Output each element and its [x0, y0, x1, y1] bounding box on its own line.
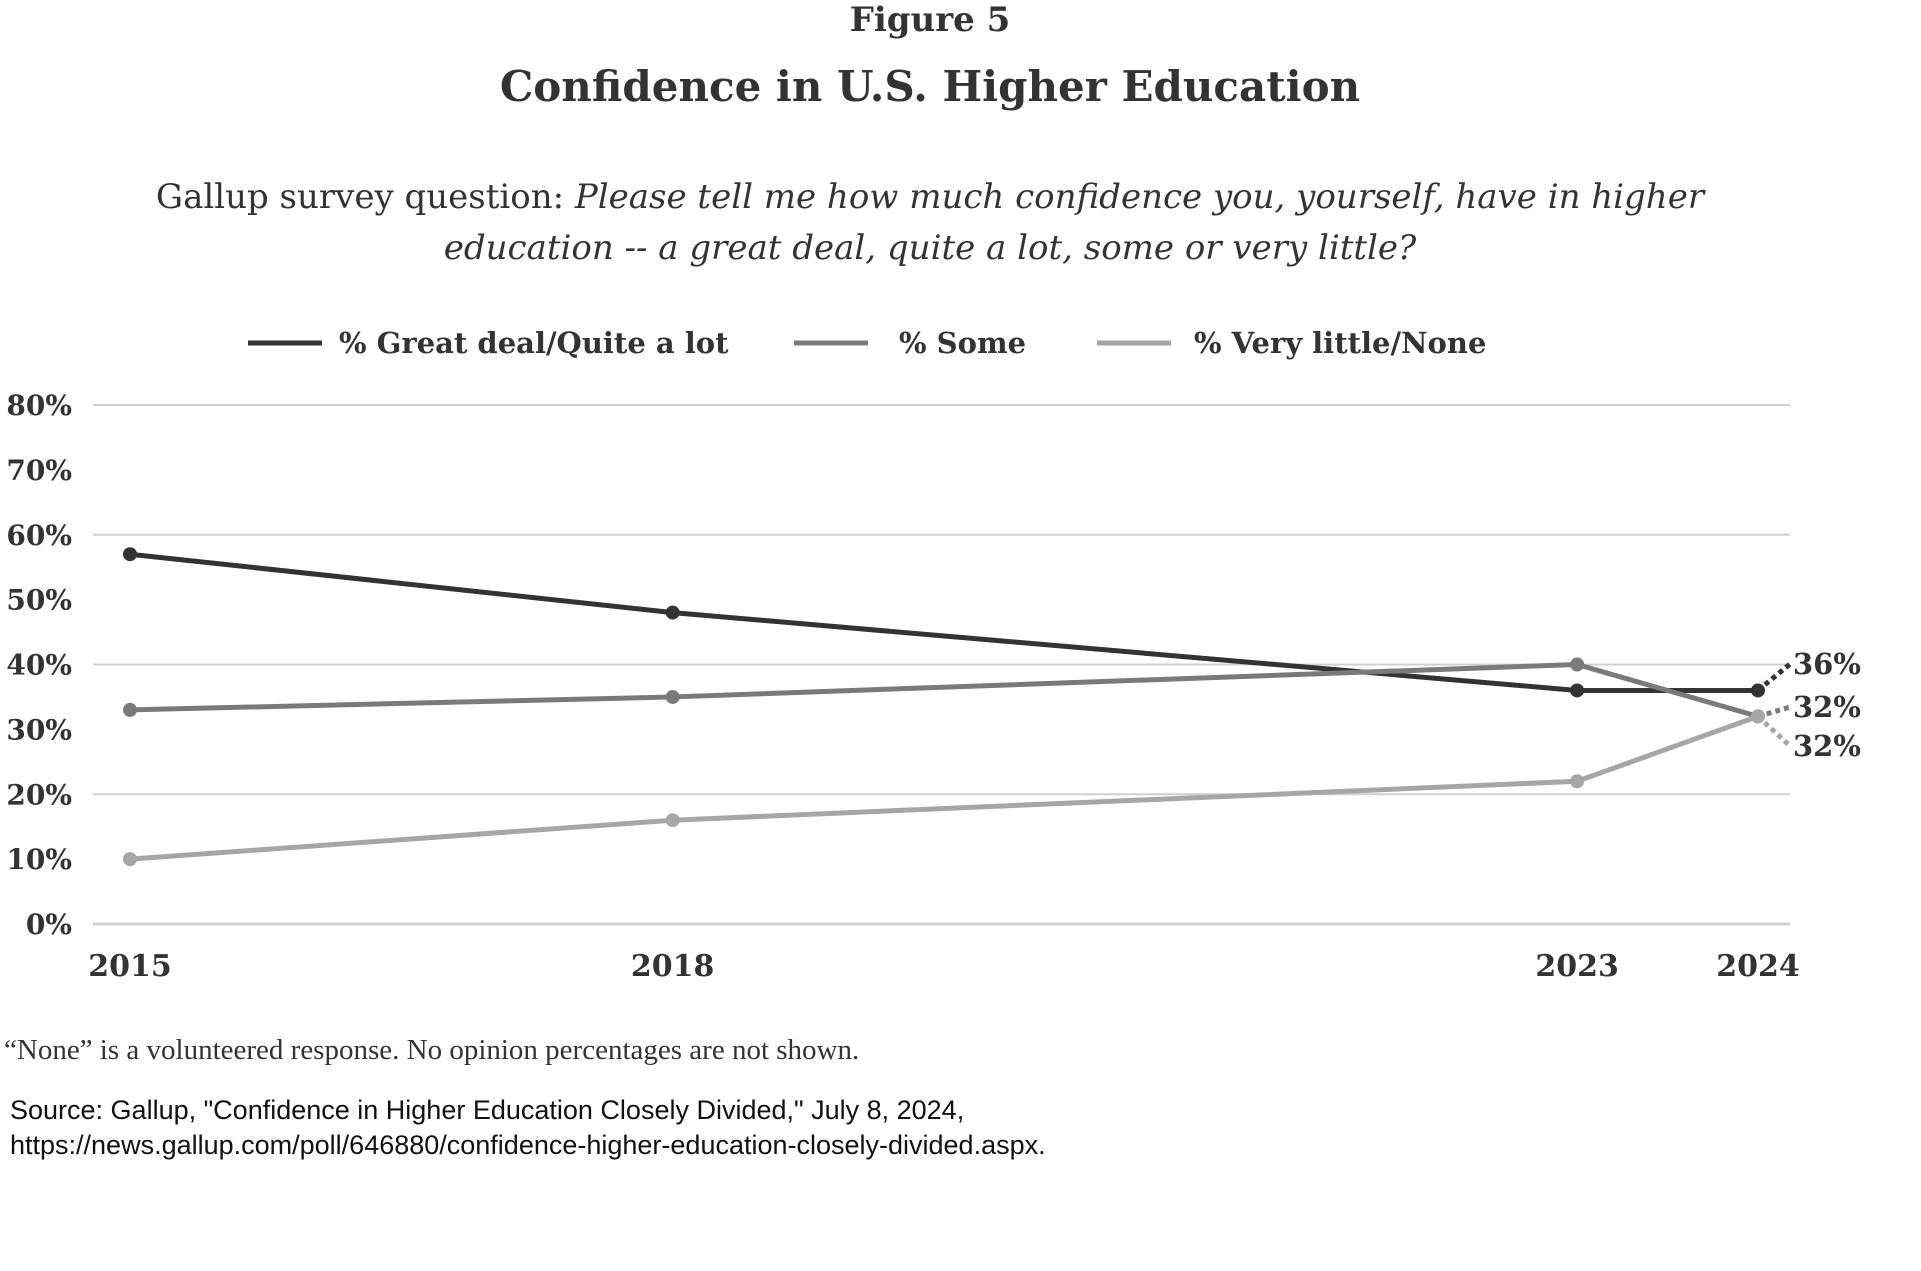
y-tick-label: 80% [6, 389, 72, 422]
chart-subtitle: Gallup survey question: Please tell me h… [0, 172, 1860, 274]
data-point [123, 852, 137, 867]
y-tick-label: 50% [6, 584, 72, 617]
series-line [129, 661, 1759, 719]
data-point [665, 689, 680, 704]
y-tick-label: 30% [6, 713, 72, 746]
data-point [1570, 774, 1585, 789]
footnote: “None” is a volunteered response. No opi… [4, 1034, 860, 1066]
x-tick-label: 2015 [88, 949, 172, 984]
data-point [665, 605, 680, 620]
subtitle-question-2: education -- a great deal, quite a lot, … [443, 228, 1417, 268]
data-label-leader [1756, 714, 1792, 748]
data-point [665, 813, 680, 828]
y-tick-label: 40% [6, 649, 72, 682]
data-point [123, 547, 137, 562]
chart-title: Confidence in U.S. Higher Education [499, 62, 1361, 111]
data-label: 36% [1793, 647, 1861, 681]
figure-label: Figure 5 [849, 0, 1011, 40]
data-label: 32% [1793, 690, 1861, 724]
data-point [123, 702, 137, 717]
legend-label: % Great deal/Quite a lot [339, 326, 729, 360]
data-point [1570, 657, 1585, 672]
legend-label: % Very little/None [1194, 326, 1486, 360]
data-point [1570, 683, 1585, 698]
series-line [129, 714, 1759, 862]
data-label-leader [1757, 704, 1791, 719]
series-line [129, 551, 1758, 693]
source-line-2: https://news.gallup.com/poll/646880/conf… [10, 1130, 1046, 1160]
y-tick-label: 0% [26, 908, 72, 941]
data-label: 32% [1793, 729, 1861, 763]
y-tick-label: 70% [6, 454, 72, 487]
subtitle-question-1: Please tell me how much confidence you, … [574, 177, 1705, 217]
y-tick-label: 60% [6, 519, 72, 552]
x-tick-label: 2018 [631, 949, 715, 984]
subtitle-prefix: Gallup survey question: [155, 177, 575, 217]
source-line-1: Source: Gallup, "Confidence in Higher Ed… [10, 1095, 965, 1125]
x-tick-label: 2024 [1716, 949, 1800, 984]
source-note: Source: Gallup, "Confidence in Higher Ed… [10, 1093, 1046, 1163]
y-tick-label: 10% [6, 843, 72, 876]
data-label-leader [1756, 662, 1792, 693]
x-tick-label: 2023 [1535, 949, 1619, 984]
legend-label: % Some [899, 326, 1026, 360]
y-tick-label: 20% [6, 778, 72, 811]
